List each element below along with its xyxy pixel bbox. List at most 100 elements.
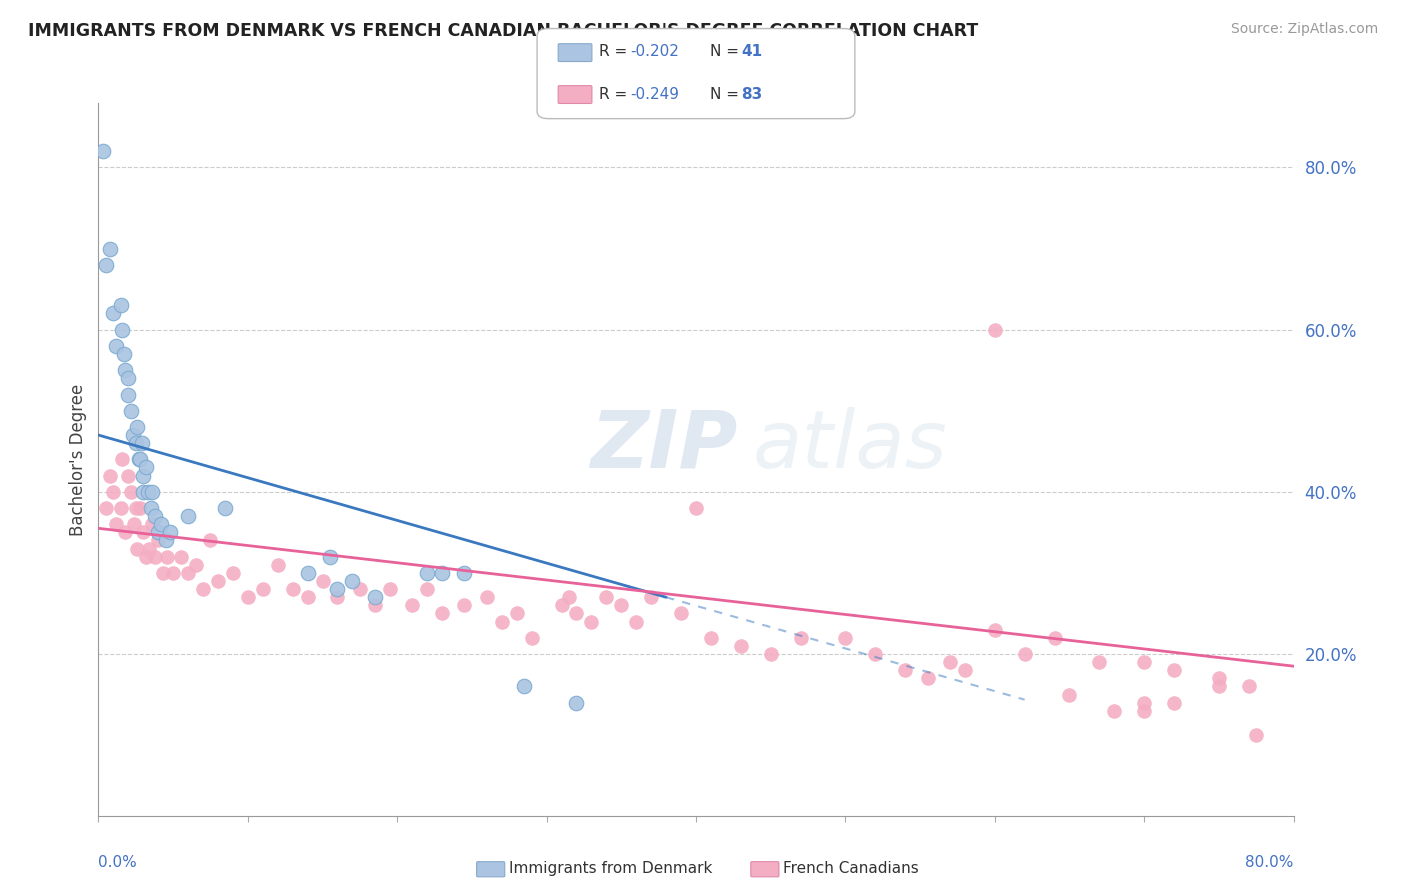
Point (114, 525, 136, 540)
Point (155, 533, 177, 548)
Point (120, 403, 142, 417)
Point (730, 639, 752, 653)
Point (124, 517, 146, 532)
Point (416, 566, 439, 580)
Point (131, 436, 153, 450)
Point (148, 533, 170, 548)
Point (984, 323, 1007, 337)
Point (117, 468, 139, 483)
Point (103, 484, 125, 499)
Y-axis label: Bachelor's Degree: Bachelor's Degree (69, 384, 87, 535)
Point (152, 566, 174, 580)
Point (120, 484, 142, 499)
Text: ZIP: ZIP (591, 407, 738, 485)
Point (103, 306, 125, 320)
Point (177, 509, 200, 524)
Point (759, 647, 782, 661)
Point (1208, 671, 1230, 685)
Point (1163, 696, 1185, 710)
Point (110, 501, 132, 516)
Point (252, 582, 274, 596)
Point (281, 582, 304, 596)
Point (132, 525, 155, 540)
Point (177, 566, 200, 580)
Point (191, 582, 214, 596)
Point (430, 607, 453, 621)
Point (141, 517, 163, 532)
Point (156, 549, 179, 564)
Point (132, 468, 155, 483)
Point (378, 582, 401, 596)
Text: French Canadians: French Canadians (783, 862, 920, 876)
Point (207, 574, 229, 588)
Point (105, 339, 128, 353)
Point (581, 615, 603, 629)
Point (141, 484, 163, 499)
Text: Immigrants from Denmark: Immigrants from Denmark (509, 862, 713, 876)
Point (319, 549, 342, 564)
Point (111, 323, 134, 337)
Point (98, 468, 122, 483)
Point (475, 591, 498, 605)
Point (1133, 704, 1156, 718)
Point (184, 558, 207, 572)
Point (125, 436, 148, 450)
Text: R =: R = (599, 45, 633, 59)
Point (143, 549, 166, 564)
Point (127, 420, 149, 434)
Point (135, 460, 157, 475)
Point (297, 591, 319, 605)
Point (1014, 647, 1036, 661)
Point (520, 631, 543, 645)
Point (610, 599, 633, 613)
Point (669, 607, 692, 621)
Point (143, 509, 166, 524)
Point (110, 298, 132, 312)
Point (939, 655, 962, 669)
Point (1163, 663, 1185, 677)
Point (1104, 704, 1126, 718)
Point (105, 517, 128, 532)
Point (326, 582, 349, 596)
Point (117, 371, 139, 385)
Point (491, 615, 513, 629)
Point (513, 680, 536, 694)
Point (865, 647, 887, 661)
Point (626, 615, 648, 629)
Point (349, 582, 371, 596)
Text: N =: N = (710, 45, 744, 59)
Point (550, 599, 572, 613)
Point (169, 549, 191, 564)
Point (917, 671, 939, 685)
Point (111, 452, 134, 467)
Point (222, 566, 245, 580)
Point (162, 566, 184, 580)
Point (129, 501, 152, 516)
Point (789, 631, 811, 645)
Point (129, 452, 152, 467)
Point (1133, 696, 1156, 710)
Point (364, 599, 387, 613)
Point (150, 517, 173, 532)
Point (214, 501, 236, 516)
Text: -0.249: -0.249 (630, 87, 679, 102)
Point (200, 533, 222, 548)
Point (834, 631, 856, 645)
Point (401, 599, 423, 613)
Point (416, 582, 439, 596)
Point (94, 501, 117, 516)
Text: atlas: atlas (752, 407, 948, 485)
Point (506, 607, 529, 621)
Point (121, 428, 143, 442)
Point (700, 631, 723, 645)
Point (1059, 688, 1081, 702)
Point (117, 387, 139, 401)
Point (565, 607, 588, 621)
Text: N =: N = (710, 87, 744, 102)
Point (1244, 728, 1267, 742)
Text: IMMIGRANTS FROM DENMARK VS FRENCH CANADIAN BACHELOR'S DEGREE CORRELATION CHART: IMMIGRANTS FROM DENMARK VS FRENCH CANADI… (28, 22, 979, 40)
Point (112, 347, 135, 361)
Point (1133, 655, 1156, 669)
Text: 83: 83 (741, 87, 762, 102)
Point (311, 574, 333, 588)
